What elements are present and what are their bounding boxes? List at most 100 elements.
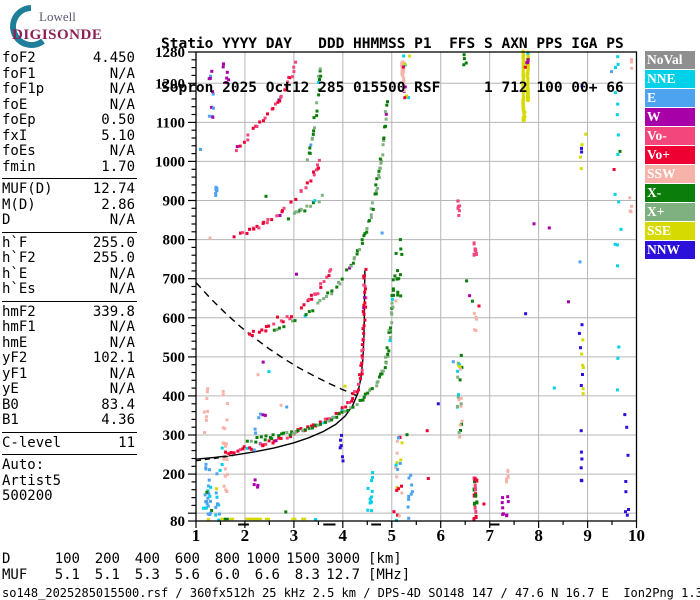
param-value: N/A — [109, 334, 135, 351]
param-label: yF1 — [2, 365, 28, 382]
legend-entry-Vo+: Vo+ — [645, 146, 695, 164]
param-row-foF1: foF1 N/A — [2, 65, 135, 83]
x-axis-label: 8 — [534, 526, 543, 545]
file-info-footer: so148_2025285015500.rsf / 360fx512h 25 k… — [2, 586, 700, 600]
logo-top-text: Lowell — [39, 9, 76, 24]
bottom-dashed-curve — [195, 455, 233, 462]
param-label: yF2 — [2, 350, 28, 366]
param-label: M(D) — [2, 196, 36, 213]
legend-entry-X+: X+ — [645, 203, 695, 221]
logo-arc-icon — [10, 5, 45, 48]
param-row-fxI: fxI 5.10 — [2, 127, 135, 145]
x-axis-label: 4 — [339, 526, 348, 545]
param-value: 2.86 — [101, 196, 135, 213]
param-row-hmF2: hmF2 339.8 — [2, 303, 135, 321]
param-row-B1: B1 4.36 — [2, 412, 135, 429]
param-label: foE — [2, 96, 28, 113]
legend-entry-W: W — [645, 108, 695, 126]
direction-color-legend: NoVal NNE E W Vo- Vo+ SSW X- X+ SSE NNW — [645, 51, 695, 260]
x-axis-label: 6 — [436, 526, 445, 545]
param-row-hmF1: hmF1 N/A — [2, 319, 135, 336]
param-value: 102.1 — [92, 350, 135, 366]
muf-row-label: MUF — [2, 566, 28, 583]
y-axis-label: 400 — [163, 389, 186, 405]
header-field-values: Sopron 2025 Oct12 285 015500 RSF 1 712 1… — [161, 79, 624, 96]
param-label: foEp — [2, 112, 36, 128]
legend-entry-E: E — [645, 89, 695, 107]
param-row-hmE: hmE N/A — [2, 334, 135, 352]
muf-value: 200 — [94, 551, 120, 567]
param-row-foF1p: foF1p N/A — [2, 81, 135, 98]
x-axis-label: 2 — [241, 526, 250, 545]
axis-labels: 1280120011001000900800700600500400300200… — [155, 45, 645, 545]
divider — [2, 454, 137, 455]
param-row-foE: foE N/A — [2, 96, 135, 114]
param-label: foEs — [2, 143, 36, 159]
param-label: foF1p — [2, 81, 45, 97]
legend-entry-X-: X- — [645, 184, 695, 202]
autoscaling-info-line: 500200 — [2, 488, 53, 504]
legend-entry-Vo-: Vo- — [645, 127, 695, 145]
param-row-B0: B0 83.4 — [2, 396, 135, 414]
y-axis-label: 700 — [163, 272, 186, 288]
param-value: N/A — [109, 65, 135, 82]
param-label: B1 — [2, 412, 19, 428]
param-value: 339.8 — [92, 303, 135, 320]
param-value: 4.36 — [101, 412, 135, 428]
y-axis-label: 1280 — [155, 45, 185, 61]
param-row-MUF(D): MUF(D) 12.74 — [2, 181, 135, 198]
axis-ticks — [188, 51, 638, 528]
param-value: N/A — [109, 96, 135, 113]
param-row-h`E: h`E N/A — [2, 265, 135, 283]
param-value: N/A — [109, 143, 135, 159]
y-axis-label: 80 — [170, 514, 185, 530]
param-value: N/A — [109, 381, 135, 397]
legend-entry-NNE: NNE — [645, 70, 695, 88]
muf-table-row-D: D 100 200 400 600 800 1000 1500 3000 [km] — [2, 551, 410, 568]
param-value: 5.10 — [101, 127, 135, 144]
muf-value: 1500 — [286, 551, 320, 567]
param-row-foF2: foF2 4.450 — [2, 50, 135, 67]
muf-value: 5.6 — [174, 566, 200, 583]
divider — [2, 431, 137, 433]
param-label: h`F2 — [2, 250, 36, 266]
muf-value: 12.7 — [326, 566, 360, 583]
param-value: N/A — [109, 212, 135, 228]
muf-value: 6.0 — [214, 566, 240, 583]
param-row-fmin: fmin 1.70 — [2, 158, 135, 176]
y-axis-label: 800 — [163, 233, 186, 249]
param-label: MUF(D) — [2, 181, 53, 197]
y-axis-label: 1200 — [155, 76, 185, 92]
muf-table-row-MUF: MUF 5.1 5.1 5.3 5.6 6.0 6.6 8.3 12.7 [MHz] — [2, 566, 410, 584]
y-axis-label: 600 — [163, 311, 186, 327]
param-row-yF2: yF2 102.1 — [2, 350, 135, 367]
param-label: foF2 — [2, 50, 36, 66]
autoscaling-info-line: Artist5 — [2, 472, 62, 489]
muf-value: 5.1 — [94, 566, 120, 583]
param-value: 1.70 — [101, 158, 135, 175]
legend-entry-SSE: SSE — [645, 222, 695, 240]
muf-value: 1000 — [246, 551, 280, 567]
y-axis-label: 500 — [163, 350, 186, 366]
param-label: B0 — [2, 396, 19, 413]
muf-value: 800 — [214, 551, 240, 567]
param-label: fmin — [2, 158, 36, 175]
param-value: N/A — [109, 265, 135, 282]
param-label: C-level — [2, 434, 62, 451]
logo-bottom-text: DIGISONDE — [12, 27, 102, 43]
param-row-h`Es: h`Es N/A — [2, 281, 135, 298]
param-label: h`Es — [2, 281, 36, 297]
param-value: 4.450 — [92, 50, 135, 66]
model-curves — [195, 270, 366, 462]
y-axis-label: 900 — [163, 194, 186, 210]
muf-row-label: D — [2, 551, 11, 567]
autoscaling-info-line: Auto: — [2, 457, 45, 473]
param-value: 0.50 — [101, 112, 135, 128]
param-label: h`E — [2, 265, 28, 282]
noise-dots — [199, 49, 634, 522]
muf-value: 3000 — [326, 551, 360, 567]
param-row-yF1: yF1 N/A — [2, 365, 135, 383]
x-axis-label: 5 — [388, 526, 397, 545]
